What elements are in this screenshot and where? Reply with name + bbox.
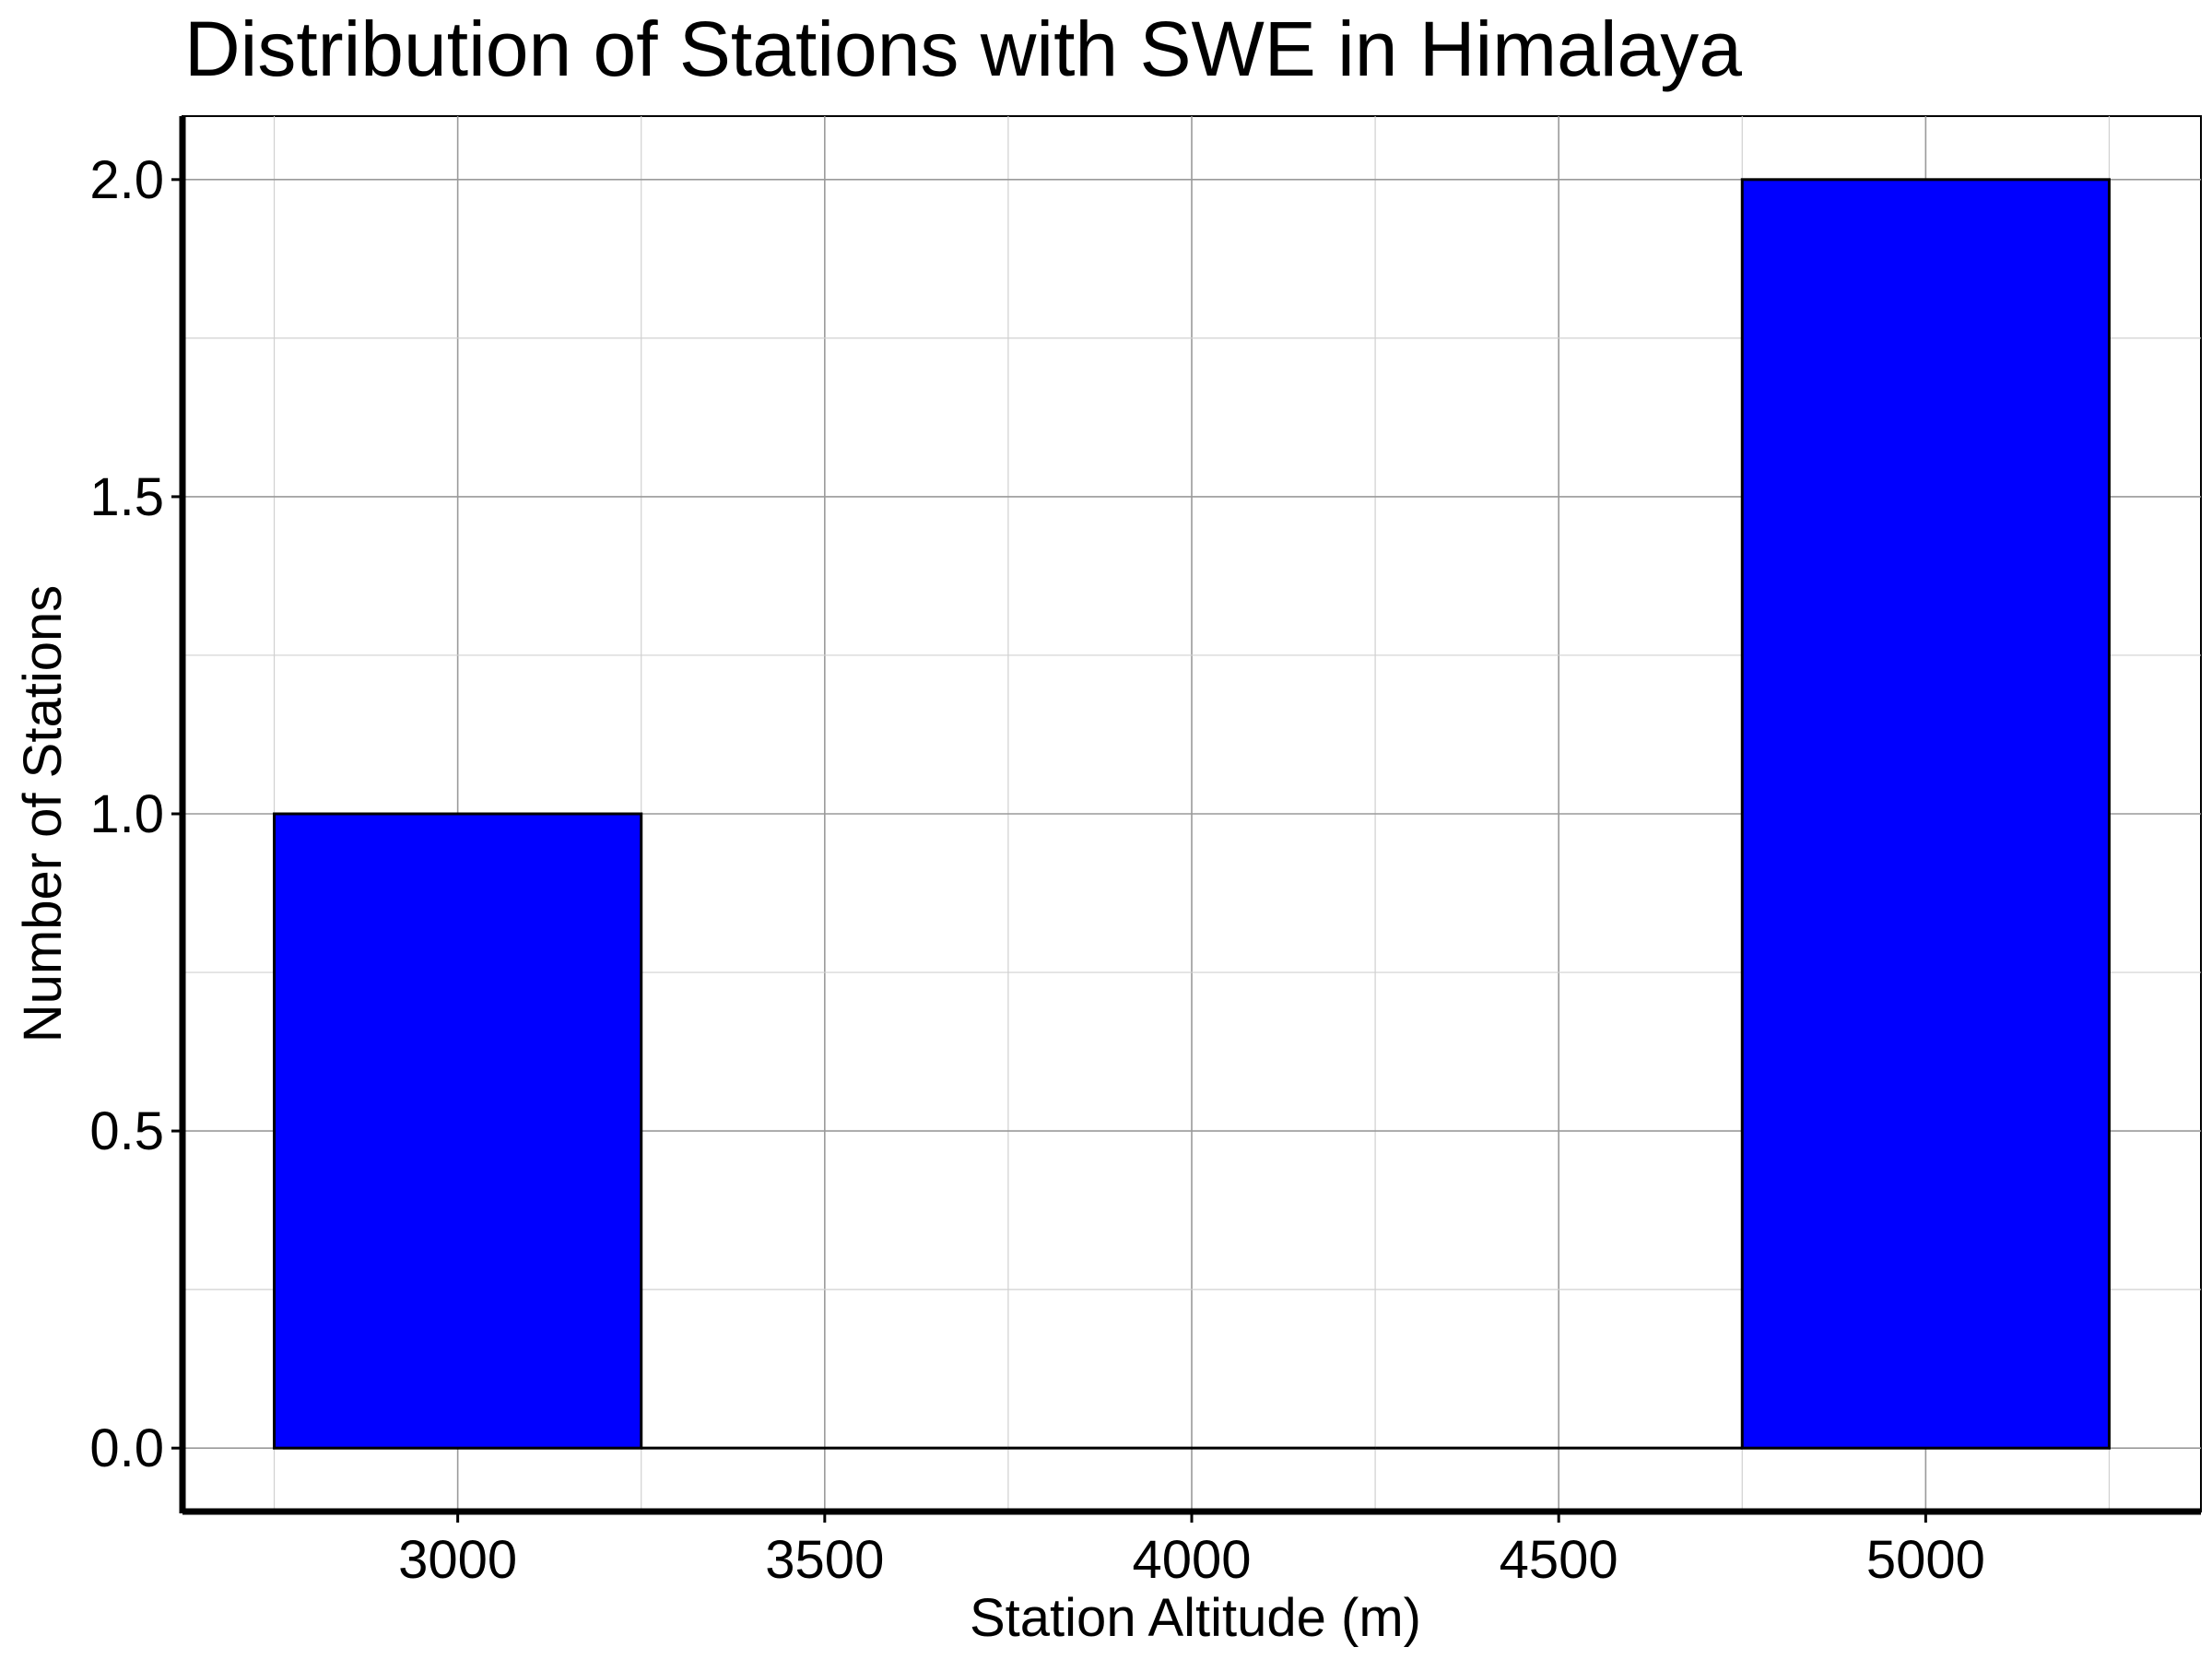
x-axis-label: Station Altitude (m)	[970, 1588, 1421, 1648]
y-tick-label: 0.5	[89, 1101, 164, 1161]
histogram-bar-4	[1740, 178, 2111, 1450]
x-tick-label: 4500	[1500, 1530, 1618, 1590]
histogram-bar-0	[273, 812, 643, 1450]
x-tick-label: 3500	[765, 1530, 884, 1590]
y-tick-label: 1.0	[89, 784, 164, 844]
chart-title: Distribution of Stations with SWE in Him…	[184, 6, 1742, 92]
y-tick-label: 0.0	[89, 1418, 164, 1478]
x-tick-label: 4000	[1132, 1530, 1251, 1590]
histogram-bars	[273, 178, 2111, 1450]
y-tick-label: 1.5	[89, 467, 164, 527]
x-tick-label: 5000	[1866, 1530, 1985, 1590]
y-axis-label: Number of Stations	[13, 585, 73, 1042]
x-axis-ticks: 3000 3500 4000 4500 5000	[398, 1512, 1985, 1590]
y-axis-ticks: 0.0 0.5 1.0 1.5 2.0	[89, 150, 182, 1478]
x-tick-label: 3000	[398, 1530, 517, 1590]
y-tick-label: 2.0	[89, 150, 164, 210]
